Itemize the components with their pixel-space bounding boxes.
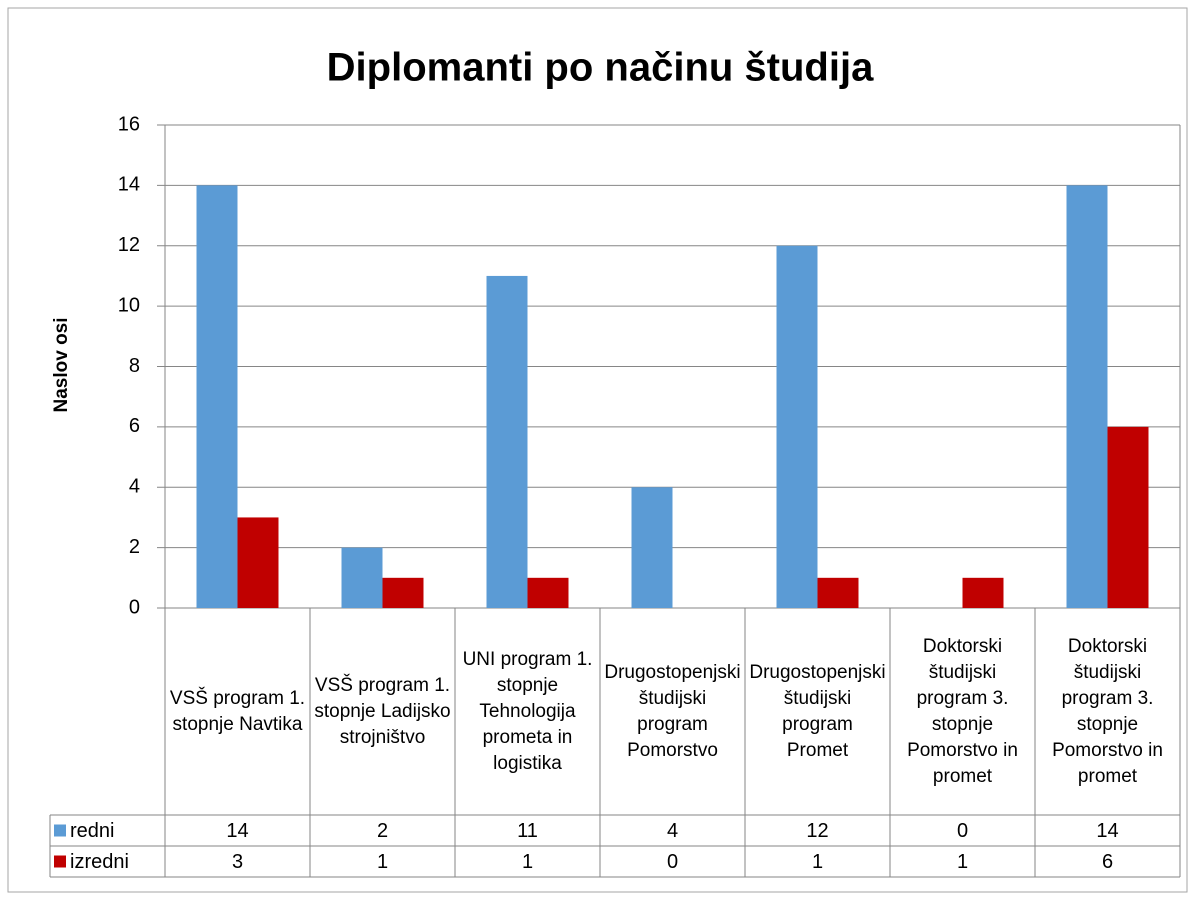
category-cell: VSŠ program 1. stopnje Ladijsko strojniš… [314,674,451,748]
y-tick-label: 8 [129,355,140,377]
x-tick-label: UNI program 1. stopnje Tehnologija prome… [462,648,593,774]
table-value: 6 [1102,851,1113,873]
bar [527,577,569,608]
chart-title: Diplomanti po načinu študija [327,46,874,90]
table-value: 3 [232,851,243,873]
x-tick-label: Drugostopenjski študijski program Pomors… [604,661,741,761]
bar [776,245,818,608]
category-cell: Doktorski študijski program 3. stopnje P… [1052,635,1163,787]
table-value: 0 [667,851,678,873]
bar [486,275,528,608]
bar [382,577,424,608]
table-value: 14 [226,820,248,842]
y-tick-label: 16 [118,113,140,135]
x-tick-label: Drugostopenjski študijski program Promet [749,661,886,761]
table-value: 1 [522,851,533,873]
table-value: 1 [957,851,968,873]
table-value: 12 [806,820,828,842]
x-tick-label: VSŠ program 1. stopnje Navtika [169,687,306,735]
category-cell: Drugostopenjski študijski program Pomors… [604,661,741,761]
y-tick-label: 10 [118,294,140,316]
category-cell: Doktorski študijski program 3. stopnje P… [907,635,1018,787]
category-cell: UNI program 1. stopnje Tehnologija prome… [462,648,593,774]
x-tick-label: VSŠ program 1. stopnje Ladijsko strojniš… [314,674,451,748]
y-tick-label: 6 [129,415,140,437]
table-value: 14 [1096,820,1118,842]
category-cell: Drugostopenjski študijski program Promet [749,661,886,761]
y-axis-title: Naslov osi [51,317,72,412]
bar [237,517,279,608]
table-value: 0 [957,820,968,842]
y-tick-label: 4 [129,476,140,498]
table-value: 4 [667,820,678,842]
legend-key [54,855,66,868]
x-tick-label: Doktorski študijski program 3. stopnje P… [907,635,1018,787]
legend-key [54,824,66,837]
y-tick-label: 14 [118,174,140,196]
bar [962,577,1004,608]
bar [1066,185,1108,608]
legend-label: izredni [70,851,129,873]
bar [341,547,383,608]
table-value: 2 [377,820,388,842]
y-tick-label: 12 [118,234,140,256]
table-value: 11 [517,820,538,842]
x-tick-label: Doktorski študijski program 3. stopnje P… [1052,635,1163,787]
y-tick-label: 2 [129,536,140,558]
bar [631,487,673,608]
category-cell: VSŠ program 1. stopnje Navtika [169,687,306,735]
table-value: 1 [377,851,388,873]
table-value: 1 [812,851,823,873]
y-tick-label: 0 [129,596,140,618]
bar [817,577,859,608]
bar [196,185,238,608]
bar [1107,426,1149,608]
legend-label: redni [70,820,114,842]
